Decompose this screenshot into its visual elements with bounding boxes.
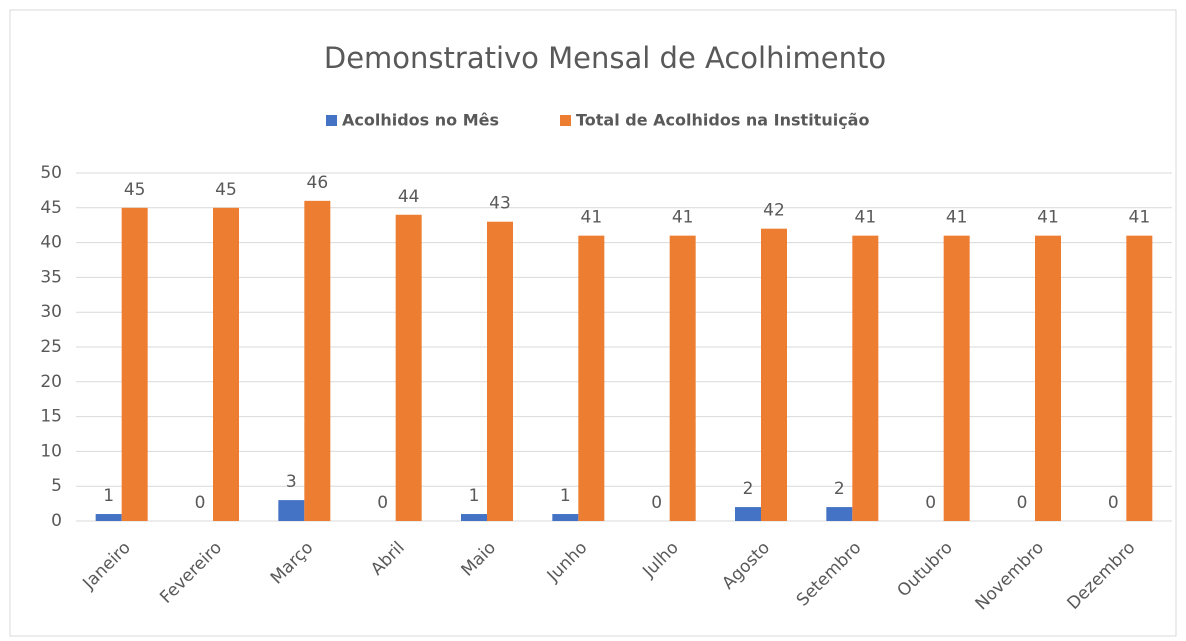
y-tick-label: 45 bbox=[40, 198, 62, 218]
bar bbox=[552, 514, 579, 521]
value-label: 41 bbox=[946, 208, 968, 228]
bar bbox=[852, 235, 879, 521]
bar bbox=[213, 207, 239, 522]
value-label: 45 bbox=[124, 180, 146, 200]
value-label: 3 bbox=[286, 472, 297, 492]
y-tick-label: 0 bbox=[51, 511, 62, 531]
bar bbox=[461, 514, 487, 521]
bar bbox=[121, 207, 148, 522]
legend-swatch bbox=[560, 115, 571, 126]
legend-swatch bbox=[326, 115, 337, 126]
bar bbox=[761, 228, 787, 521]
value-label: 0 bbox=[1108, 493, 1119, 513]
value-label: 41 bbox=[1129, 208, 1151, 228]
value-label: 1 bbox=[560, 486, 571, 506]
y-tick-label: 25 bbox=[40, 337, 62, 357]
y-tick-label: 30 bbox=[40, 302, 62, 322]
value-label: 45 bbox=[215, 180, 237, 200]
bar bbox=[1126, 235, 1153, 521]
value-label: 41 bbox=[672, 208, 694, 228]
y-tick-label: 50 bbox=[40, 163, 62, 183]
bar bbox=[487, 221, 513, 521]
value-label: 41 bbox=[855, 208, 877, 228]
bar bbox=[669, 235, 696, 521]
value-label: 42 bbox=[763, 201, 785, 221]
y-tick-label: 35 bbox=[40, 267, 62, 287]
value-label: 2 bbox=[834, 479, 845, 499]
y-tick-label: 10 bbox=[40, 441, 62, 461]
y-tick-label: 5 bbox=[51, 476, 62, 496]
value-label: 43 bbox=[489, 194, 511, 214]
value-label: 0 bbox=[1017, 493, 1028, 513]
y-tick-label: 15 bbox=[40, 407, 62, 427]
bar bbox=[95, 514, 122, 521]
value-label: 44 bbox=[398, 187, 420, 207]
value-label: 1 bbox=[469, 486, 480, 506]
y-tick-label: 40 bbox=[40, 233, 62, 253]
value-label: 1 bbox=[103, 486, 114, 506]
value-label: 0 bbox=[195, 493, 206, 513]
value-label: 0 bbox=[651, 493, 662, 513]
chart-title: Demonstrativo Mensal de Acolhimento bbox=[324, 41, 886, 75]
bar bbox=[1035, 235, 1061, 521]
value-label: 0 bbox=[377, 493, 388, 513]
bar bbox=[578, 235, 605, 521]
legend-label: Acolhidos no Mês bbox=[342, 111, 499, 130]
legend-label: Total de Acolhidos na Instituição bbox=[576, 111, 869, 130]
bar bbox=[304, 200, 331, 521]
bar bbox=[395, 214, 422, 521]
value-label: 41 bbox=[1037, 208, 1059, 228]
bar bbox=[278, 500, 305, 521]
bar bbox=[735, 507, 761, 521]
value-label: 2 bbox=[743, 479, 754, 499]
bar bbox=[943, 235, 970, 521]
value-label: 46 bbox=[307, 173, 329, 193]
bar bbox=[826, 507, 853, 521]
value-label: 41 bbox=[581, 208, 603, 228]
value-label: 0 bbox=[925, 493, 936, 513]
y-tick-label: 20 bbox=[40, 372, 62, 392]
